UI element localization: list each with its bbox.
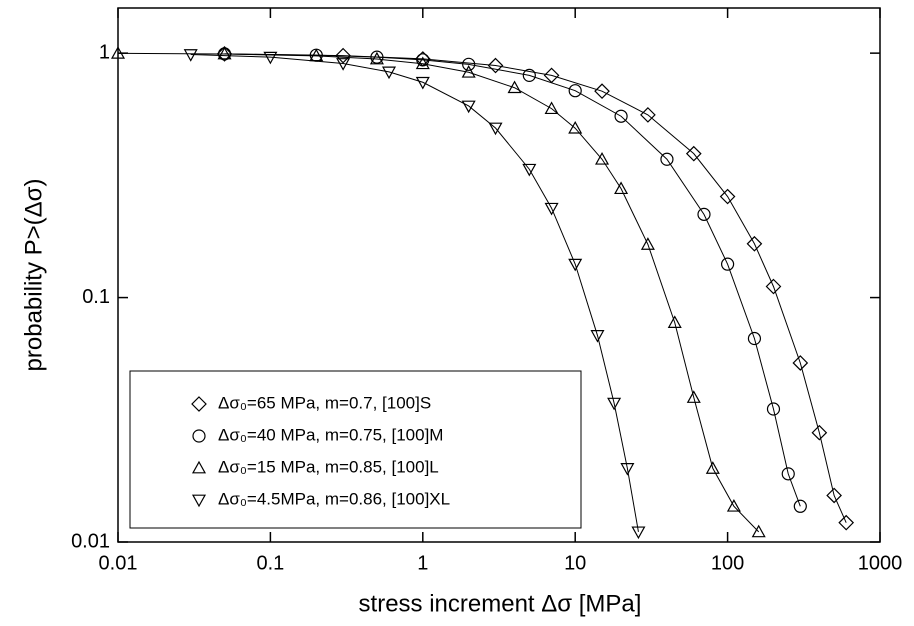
data-point <box>461 65 476 78</box>
data-point <box>620 463 635 476</box>
data-point <box>462 57 476 71</box>
data-point <box>381 66 397 80</box>
data-point <box>793 499 807 513</box>
data-point <box>766 402 781 416</box>
legend-label: Δσ₀=4.5MPa, m=0.86, [100]XL <box>218 489 450 508</box>
x-tick-label: 1000 <box>858 552 903 574</box>
data-point <box>415 56 430 70</box>
data-point <box>631 526 646 540</box>
data-point <box>720 257 735 271</box>
data-point <box>369 51 384 65</box>
data-point <box>614 181 629 195</box>
data-point <box>726 499 741 512</box>
data-point <box>507 80 522 94</box>
data-point <box>590 330 605 343</box>
x-tick-label: 0.01 <box>99 552 138 574</box>
data-point <box>838 514 855 531</box>
x-axis-label: stress increment Δσ [MPa] <box>359 590 642 617</box>
data-point <box>544 101 559 115</box>
data-point <box>568 84 582 98</box>
data-point <box>792 355 809 371</box>
data-point <box>217 46 232 60</box>
x-tick-label: 100 <box>711 552 744 574</box>
data-point <box>746 235 763 252</box>
fit-line <box>117 52 760 533</box>
data-point <box>640 237 655 250</box>
y-tick-label: 0.1 <box>82 286 110 308</box>
data-point <box>667 315 682 328</box>
plot-frame <box>117 7 881 543</box>
data-point <box>697 207 711 221</box>
data-point <box>335 47 351 64</box>
data-point <box>216 46 233 62</box>
data-point <box>568 120 583 134</box>
data-point <box>522 68 536 82</box>
data-point <box>461 100 476 114</box>
fit-line <box>190 54 639 532</box>
data-point <box>811 424 828 441</box>
data-point <box>751 524 766 538</box>
y-tick-label: 0.01 <box>71 530 110 552</box>
data-point <box>416 53 430 67</box>
data-point <box>568 258 583 272</box>
data-point <box>595 152 610 165</box>
data-point <box>686 390 701 403</box>
data-point <box>370 50 384 64</box>
data-point <box>765 278 782 295</box>
legend-label: Δσ₀=65 MPa, m=0.7, [100]S <box>218 393 431 412</box>
data-point <box>747 331 762 346</box>
data-point <box>614 109 628 123</box>
data-point <box>594 83 610 100</box>
data-point <box>487 57 504 74</box>
data-point <box>183 49 198 62</box>
data-point <box>719 188 736 205</box>
data-point <box>110 46 126 59</box>
data-point <box>705 461 720 474</box>
data-point <box>522 163 537 177</box>
x-tick-label: 0.1 <box>256 552 284 574</box>
x-tick-label: 10 <box>564 552 586 574</box>
x-tick-label: 1 <box>417 552 428 574</box>
data-point <box>488 122 503 136</box>
fit-line <box>224 53 801 507</box>
data-point <box>309 48 324 62</box>
legend-marker <box>191 460 207 474</box>
legend-label: Δσ₀=15 MPa, m=0.85, [100]L <box>218 457 439 476</box>
data-point <box>685 145 702 162</box>
legend-marker <box>191 396 207 412</box>
legend-marker <box>192 429 206 443</box>
data-point <box>544 202 559 216</box>
data-point <box>336 58 351 71</box>
data-point <box>607 397 622 411</box>
legend-marker <box>191 494 207 508</box>
legend-label: Δσ₀=40 MPa, m=0.75, [100]M <box>218 425 443 444</box>
data-point <box>263 51 278 65</box>
y-tick-label: 1 <box>99 41 110 63</box>
data-point <box>660 152 674 166</box>
fit-line <box>224 53 847 523</box>
y-axis-label: probability P>(Δσ) <box>20 179 47 372</box>
legend-box <box>129 370 582 529</box>
data-point <box>415 76 430 90</box>
data-point <box>640 107 656 123</box>
data-point <box>826 487 842 504</box>
data-point <box>781 467 795 481</box>
